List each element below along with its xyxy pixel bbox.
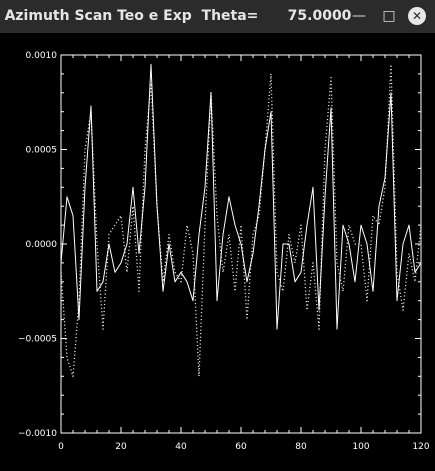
window-titlebar[interactable]: Azimuth Scan Teo e Exp Theta= 75.0000 — … [0,0,435,33]
y-tick-label: 0.0000 [26,240,58,250]
window-title: Azimuth Scan Teo e Exp Theta= 75.0000 [0,0,356,33]
series-line-dotted [61,64,421,376]
x-tick-label: 20 [115,442,127,452]
y-tick-label: 0.0005 [26,146,58,156]
plot-area: 0 20 40 60 80 100 120 0.0010 0.0005 0.0000 −0.0005… [0,33,435,467]
close-button[interactable]: ✕ [408,7,426,25]
series-solid [61,64,421,329]
x-tick-label: 100 [352,442,369,452]
minimize-button[interactable]: — [350,7,368,25]
series-line-solid [61,64,421,329]
y-tick-label: −0.0005 [18,335,57,345]
x-tick-label: 120 [412,442,429,452]
x-tick-label: 0 [58,442,64,452]
y-tick-label: 0.0010 [26,51,58,61]
x-tick-label: 80 [295,442,307,452]
y-tick-label: −0.0010 [18,429,57,439]
maximize-button[interactable]: □ [380,7,398,25]
series-layer [61,64,421,376]
azimuth-scan-chart: 0 20 40 60 80 100 120 0.0010 0.0005 0.0000 −0.0005… [0,33,435,467]
series-dotted [61,64,421,376]
x-tick-label: 40 [175,442,187,452]
x-tick-label: 60 [235,442,247,452]
